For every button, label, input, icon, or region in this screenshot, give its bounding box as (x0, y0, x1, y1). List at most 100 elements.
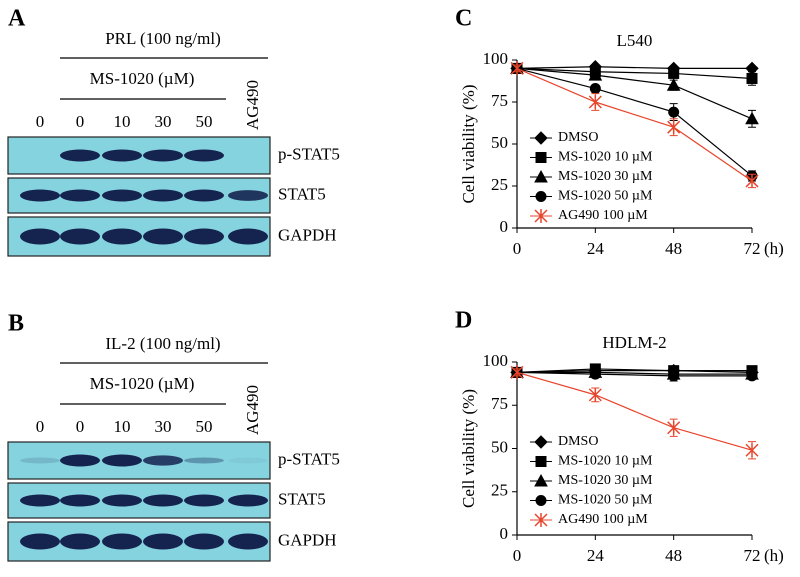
chart: D HDLM-2 Cell viability (%) (h) 0 25 50 75 100 0 2… (455, 308, 784, 565)
band (143, 533, 183, 550)
band (184, 494, 224, 507)
band (60, 533, 100, 550)
y-tick-label: 75 (491, 91, 508, 110)
series-line (516, 67, 753, 177)
drug-label: MS-1020 (µM) (90, 374, 195, 393)
band (60, 228, 100, 245)
blot-label: p-STAT5 (278, 449, 340, 468)
band (102, 494, 142, 507)
band (184, 189, 224, 202)
series-line (516, 67, 753, 80)
point (588, 68, 603, 81)
chart: C L540 Cell viability (%) (h) 0 25 50 75 100 0 24 4… (455, 6, 784, 258)
x-axis-label: (h) (764, 546, 784, 565)
legend-label: MS-1020 10 µM (558, 454, 653, 469)
band (20, 228, 60, 245)
y-tick-label: 100 (483, 351, 509, 370)
lane-label: 30 (155, 112, 172, 131)
band (20, 457, 60, 464)
x-tick-label: 48 (665, 239, 682, 258)
lane-label: 0 (76, 417, 85, 436)
chart-title: L540 (617, 31, 653, 50)
treatment-label: PRL (100 ng/ml) (105, 29, 221, 48)
point (746, 370, 758, 382)
y-tick-label: 0 (500, 217, 509, 236)
band (102, 189, 142, 202)
y-tick-label: 25 (491, 481, 508, 500)
y-tick-label: 75 (491, 394, 508, 413)
lane-label: 0 (36, 112, 45, 131)
x-axis-label: (h) (764, 239, 784, 258)
legend-label: AG490 100 µM (558, 208, 648, 223)
legend-marker (535, 152, 547, 163)
legend-label: MS-1020 10 µM (558, 150, 653, 165)
lane-label: AG490 (243, 385, 262, 435)
series-line (516, 368, 752, 373)
legend-marker (534, 131, 548, 145)
x-tick-label: 24 (587, 239, 605, 258)
point (588, 387, 602, 402)
lane-label: AG490 (243, 80, 262, 130)
point (668, 370, 680, 382)
legend-marker (534, 169, 548, 183)
point (746, 72, 758, 84)
x-tick-label: 24 (587, 546, 605, 565)
x-tick-label: 0 (513, 546, 522, 565)
point (666, 78, 681, 91)
series-line (516, 67, 753, 182)
band (60, 149, 100, 162)
drug-label: MS-1020 (µM) (90, 69, 195, 88)
series-line (516, 371, 752, 377)
series-line (517, 371, 752, 375)
band (143, 149, 183, 162)
legend-label: MS-1020 50 µM (558, 189, 653, 204)
point (745, 443, 759, 458)
panel-letter: D (455, 308, 472, 334)
blot-label: STAT5 (278, 184, 326, 203)
legend-marker (535, 456, 547, 467)
band (102, 149, 142, 162)
band (102, 228, 142, 245)
chart-title: HDLM-2 (602, 333, 666, 352)
legend-marker (534, 473, 548, 487)
lane-label: 50 (196, 417, 213, 436)
band (143, 228, 183, 245)
y-axis-label: Cell viability (%) (459, 389, 478, 508)
y-tick-label: 50 (491, 133, 508, 152)
lane-label: 0 (36, 417, 45, 436)
band (143, 455, 183, 466)
point (668, 106, 680, 118)
y-tick-label: 25 (491, 175, 508, 194)
band (228, 457, 268, 464)
band (143, 189, 183, 202)
panel-letter: A (8, 6, 26, 32)
lane-label: 10 (114, 112, 131, 131)
legend-marker (534, 209, 548, 223)
band (60, 494, 100, 507)
series-line (516, 370, 753, 373)
band (60, 454, 100, 467)
point (745, 173, 759, 188)
series-line (516, 371, 753, 451)
point (667, 420, 681, 435)
legend-label: AG490 100 µM (558, 512, 648, 527)
blot-label: p-STAT5 (278, 144, 340, 163)
band (20, 533, 60, 550)
x-tick-label: 72 (744, 239, 761, 258)
legend-label: DMSO (558, 434, 598, 449)
band (228, 494, 268, 507)
series-line (516, 67, 753, 120)
band (184, 533, 224, 550)
panel-letter: C (455, 6, 472, 32)
y-axis-label: Cell viability (%) (459, 85, 478, 204)
point (510, 61, 524, 76)
y-tick-label: 0 (500, 524, 509, 543)
blot-label: GAPDH (278, 225, 337, 244)
y-tick-label: 100 (483, 49, 509, 68)
legend-label: MS-1020 30 µM (558, 473, 653, 488)
x-tick-label: 72 (744, 546, 761, 565)
x-tick-label: 0 (513, 239, 522, 258)
band (143, 494, 183, 507)
point (667, 120, 681, 135)
band (228, 228, 268, 245)
